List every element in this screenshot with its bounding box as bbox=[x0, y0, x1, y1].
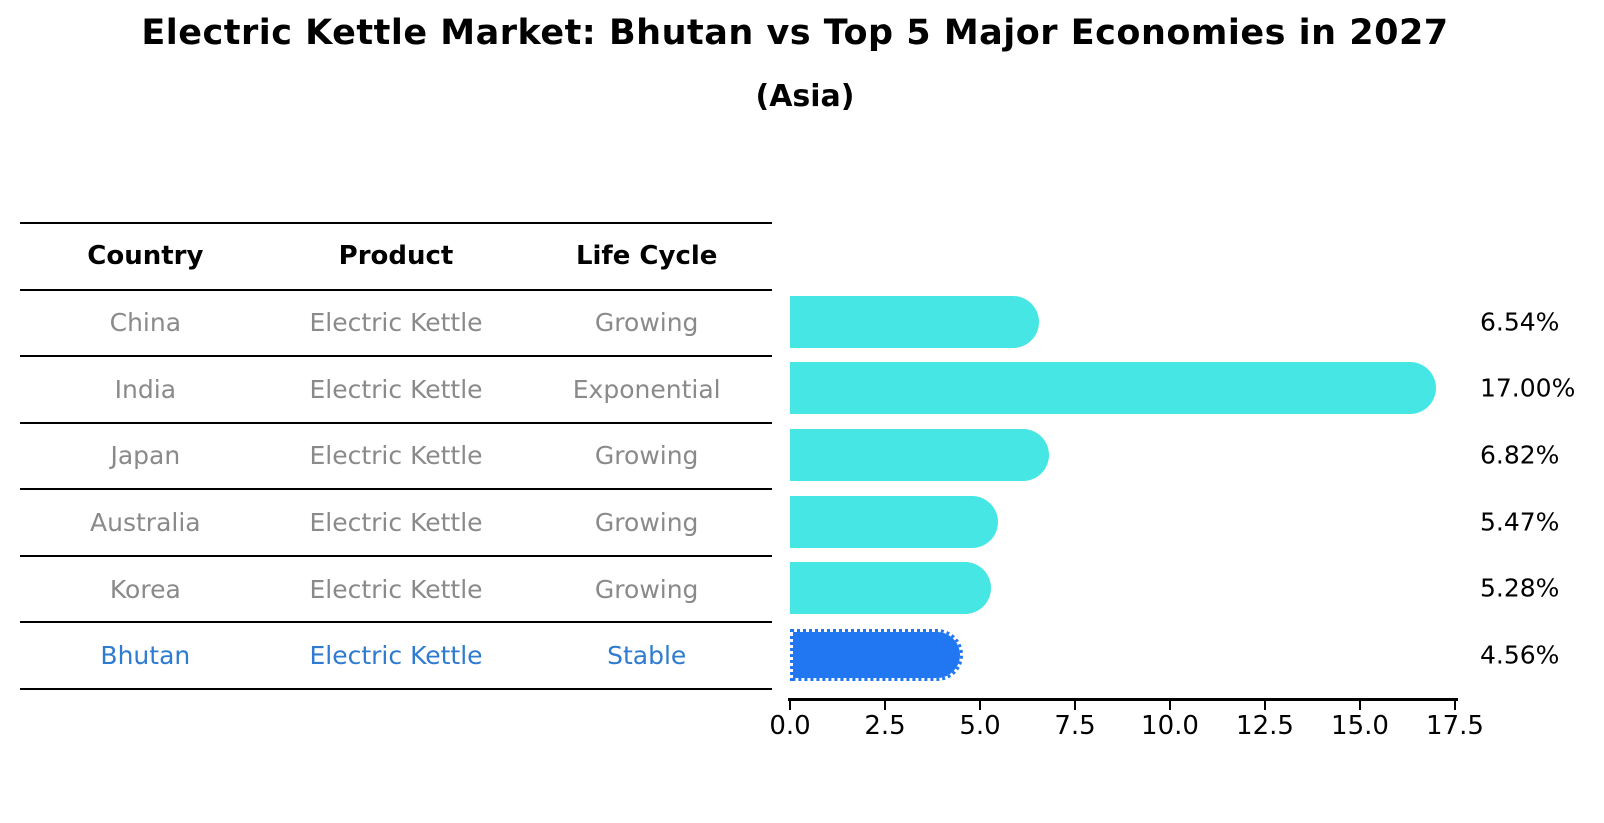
x-tick-mark bbox=[1169, 701, 1171, 710]
x-tick-label: 10.0 bbox=[1141, 711, 1199, 741]
life-cycle-cell: Growing bbox=[594, 574, 699, 604]
x-tick-label: 0.0 bbox=[769, 711, 811, 741]
x-tick-mark bbox=[789, 701, 791, 710]
bar-korea bbox=[790, 562, 991, 615]
value-label-korea: 5.28% bbox=[1480, 573, 1560, 603]
x-tick-mark bbox=[1454, 701, 1456, 710]
table-row: Bhutan Electric Kettle Stable bbox=[20, 623, 772, 690]
life-cycle-cell: Growing bbox=[594, 441, 699, 471]
x-tick-label: 17.5 bbox=[1426, 711, 1484, 741]
value-label-bhutan: 4.56% bbox=[1480, 640, 1560, 670]
table-row: Japan Electric Kettle Growing bbox=[20, 424, 772, 491]
chart-subtitle: (Asia) bbox=[755, 79, 855, 114]
x-tick-label: 15.0 bbox=[1331, 711, 1389, 741]
comparison-table: Country Product Life Cycle China Electric Ke… bbox=[20, 222, 772, 690]
product-cell: Electric Kettle bbox=[309, 508, 483, 538]
life-cycle-cell: Growing bbox=[594, 308, 699, 338]
table-row: India Electric Kettle Exponential bbox=[20, 357, 772, 424]
chart-title: Electric Kettle Market: Bhutan vs Top 5 … bbox=[141, 13, 1449, 53]
table-row: Korea Electric Kettle Growing bbox=[20, 557, 772, 624]
bar-japan bbox=[790, 428, 1050, 481]
product-cell: Electric Kettle bbox=[309, 574, 483, 604]
product-cell: Electric Kettle bbox=[309, 374, 483, 404]
product-cell: Electric Kettle bbox=[309, 308, 483, 338]
x-tick-mark bbox=[884, 701, 886, 710]
table-header-row: Country Product Life Cycle bbox=[20, 224, 772, 291]
value-label-india: 17.00% bbox=[1480, 373, 1576, 403]
bar-australia bbox=[790, 495, 998, 548]
bar-india bbox=[790, 362, 1436, 415]
country-cell: India bbox=[114, 374, 177, 404]
table-row: China Electric Kettle Growing bbox=[20, 291, 772, 358]
product-cell: Electric Kettle bbox=[309, 441, 483, 471]
x-tick-mark bbox=[1074, 701, 1076, 710]
value-label-japan: 6.82% bbox=[1480, 440, 1560, 470]
x-tick-label: 12.5 bbox=[1236, 711, 1294, 741]
x-tick-label: 2.5 bbox=[864, 711, 906, 741]
country-cell: Korea bbox=[109, 574, 181, 604]
x-tick-mark bbox=[1359, 701, 1361, 710]
bar-china bbox=[790, 295, 1039, 348]
life-cycle-cell: Growing bbox=[594, 508, 699, 538]
column-header: Life Cycle bbox=[575, 241, 718, 272]
country-cell: China bbox=[109, 308, 182, 338]
x-tick-mark bbox=[979, 701, 981, 710]
life-cycle-cell: Stable bbox=[607, 641, 687, 671]
country-cell: Japan bbox=[110, 441, 181, 471]
value-label-australia: 5.47% bbox=[1480, 507, 1560, 537]
bar-bhutan bbox=[790, 628, 964, 681]
x-tick-mark bbox=[1264, 701, 1266, 710]
value-label-china: 6.54% bbox=[1480, 307, 1560, 337]
x-axis-line bbox=[788, 698, 1458, 701]
x-tick-label: 7.5 bbox=[1054, 711, 1096, 741]
country-cell: Bhutan bbox=[100, 641, 191, 671]
life-cycle-cell: Exponential bbox=[572, 374, 721, 404]
column-header: Country bbox=[87, 241, 204, 272]
table-row: Australia Electric Kettle Growing bbox=[20, 490, 772, 557]
product-cell: Electric Kettle bbox=[309, 641, 483, 671]
x-tick-label: 5.0 bbox=[959, 711, 1001, 741]
column-header: Product bbox=[338, 241, 454, 272]
country-cell: Australia bbox=[90, 508, 201, 538]
